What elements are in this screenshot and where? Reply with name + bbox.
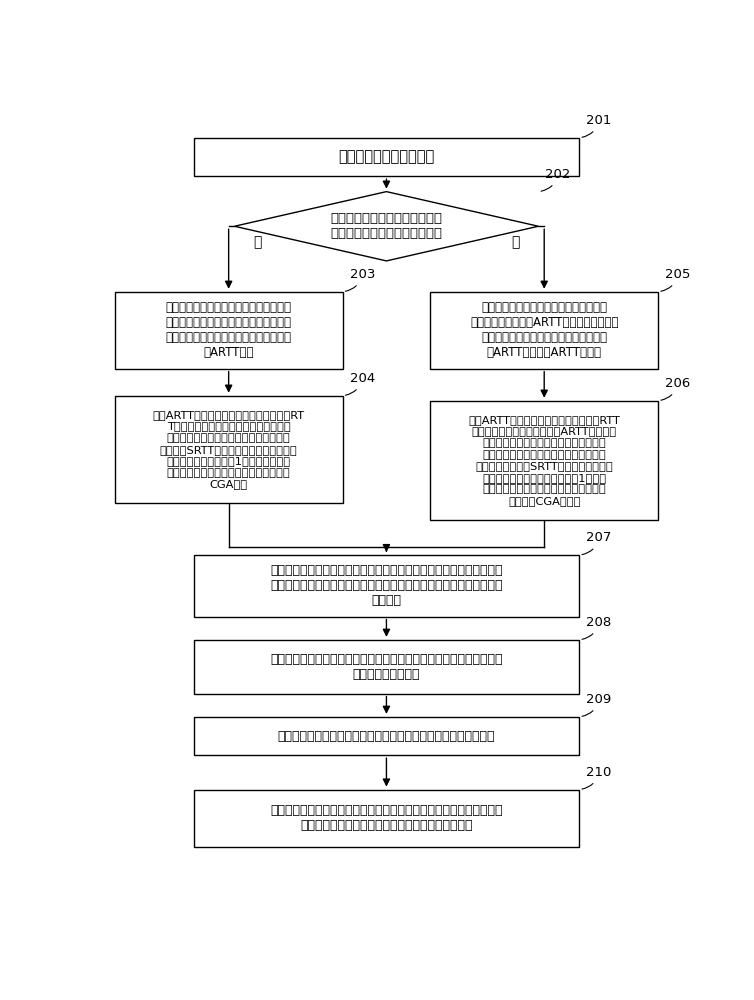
Text: 202: 202 — [541, 168, 571, 191]
Text: 205: 205 — [661, 268, 691, 291]
Text: 根据报警事件发送机制，通过网络发送与概率评估值对应的紧急等级及
以上等级的报警事件: 根据报警事件发送机制，通过网络发送与概率评估值对应的紧急等级及 以上等级的报警事… — [270, 653, 503, 681]
Text: 203: 203 — [345, 268, 375, 291]
Text: 否: 否 — [510, 235, 520, 249]
Bar — [115, 396, 342, 503]
Text: 若是符合周期性规律的时刻，网络状况经
验值包括至少一个与当前时刻对应的用于
表示网络在之前预设周期内的平均往返时
间ARTT周期: 若是符合周期性规律的时刻，网络状况经 验值包括至少一个与当前时刻对应的用于 表示… — [166, 301, 292, 359]
Text: 确定ARTT周期乘以第一加权值的乘积、RTT
乘以第二加权值的乘积、以及ARTT非周期乘
以第三加权值的乘积相加之后的第二和值
；以及第一加权值、第二加权值与第: 确定ARTT周期乘以第一加权值的乘积、RTT 乘以第二加权值的乘积、以及ARTT… — [468, 415, 620, 506]
Bar — [194, 138, 579, 176]
Text: 在网络中有报警事件产生: 在网络中有报警事件产生 — [339, 149, 434, 164]
Bar — [194, 717, 579, 755]
Text: 204: 204 — [345, 372, 375, 395]
Bar — [115, 292, 342, 369]
Text: 207: 207 — [582, 531, 611, 555]
Bar — [431, 292, 658, 369]
Text: 210: 210 — [582, 766, 611, 789]
Text: 209: 209 — [582, 693, 611, 716]
Text: 201: 201 — [582, 114, 611, 137]
Bar — [194, 790, 579, 847]
Text: 206: 206 — [661, 377, 691, 400]
Text: 确定ARTT周期乘以第一加权值的乘积、与RT
T乘以第二加权值的乘积相加之后的第一
和值；以及第一加权值与第二加权值相加
之和乘以SRTT之后的第一乘积；将第一: 确定ARTT周期乘以第一加权值的乘积、与RT T乘以第二加权值的乘积相加之后的第… — [152, 410, 305, 489]
Bar — [194, 555, 579, 617]
Text: 208: 208 — [582, 616, 611, 639]
Text: 是: 是 — [253, 235, 262, 249]
Bar — [194, 640, 579, 694]
Text: 根据概率评估值的取值，以及概率评估值的取值范围划分的若干区间段
与报警事件发送机制之间的对应关系，确定概率评估值对应的报警事件
发送机制: 根据概率评估值的取值，以及概率评估值的取值范围划分的若干区间段 与报警事件发送机… — [270, 564, 503, 607]
Text: 每间隔预设时间，返回执行确定当前时刻网络发生拥塞的概率评估值的
步骤，直到检测到没有需要通过网络发送的报警事件: 每间隔预设时间，返回执行确定当前时刻网络发生拥塞的概率评估值的 步骤，直到检测到… — [270, 804, 503, 832]
Text: 若不是符合周期性规律的时刻，网络状况
经验值包括至少一个ARTT周期，以及根据之
前不符合周期性规律的时刻所属时间段内
的ARTT值确定的ARTT非周期: 若不是符合周期性规律的时刻，网络状况 经验值包括至少一个ARTT周期，以及根据之… — [470, 301, 618, 359]
Text: 在本地保存紧急等级低于已发送的报警事件的紧急等级的报警事件: 在本地保存紧急等级低于已发送的报警事件的紧急等级的报警事件 — [277, 730, 495, 742]
Text: 判断当前时刻是否为报警事件发
送的数量符合周期性规律的时刻: 判断当前时刻是否为报警事件发 送的数量符合周期性规律的时刻 — [330, 212, 443, 240]
Polygon shape — [234, 192, 538, 261]
Bar — [431, 401, 658, 520]
